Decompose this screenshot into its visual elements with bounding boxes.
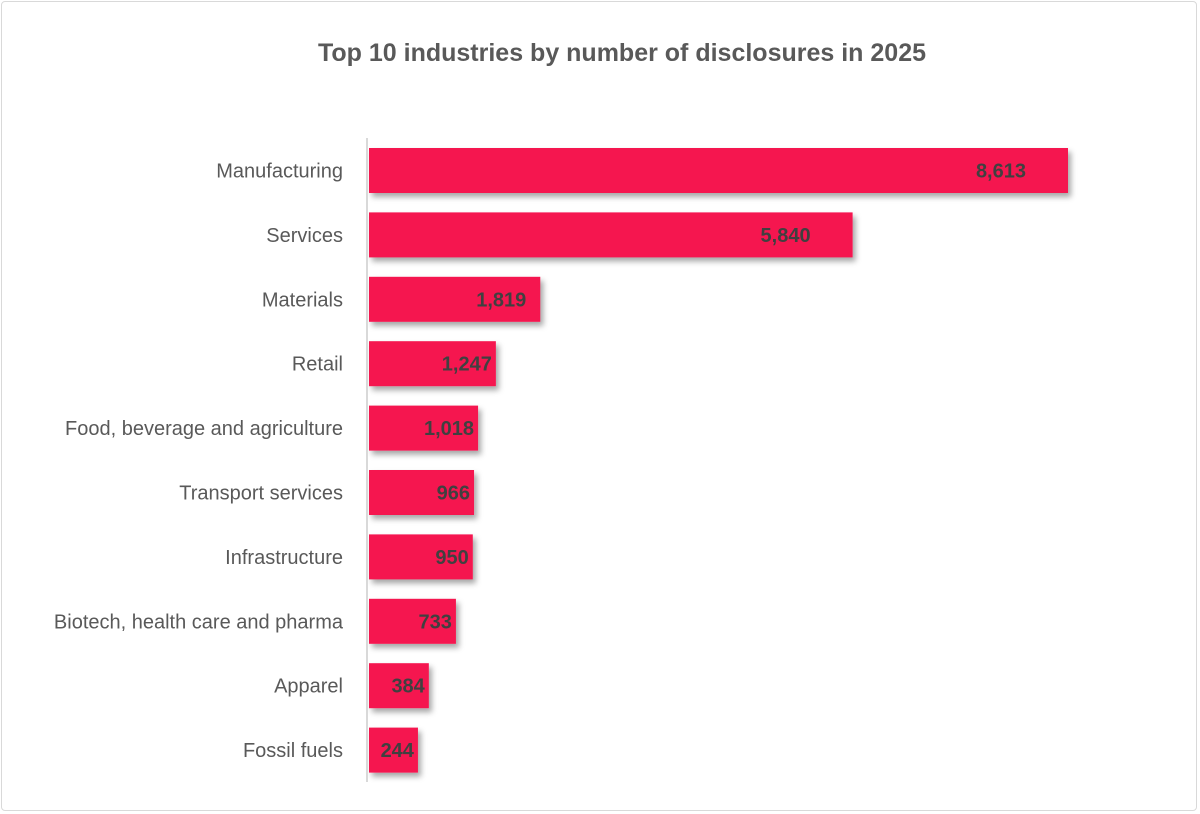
- bar: [369, 598, 456, 644]
- chart-title: Top 10 industries by number of disclosur…: [318, 39, 926, 67]
- category-label: Fossil fuels: [243, 740, 343, 762]
- data-label: 1,247: [442, 354, 492, 376]
- bar: [369, 470, 475, 515]
- data-label: 950: [435, 547, 468, 569]
- bar: [369, 212, 853, 258]
- bar: [369, 534, 473, 580]
- bar: [369, 663, 429, 709]
- bar: [369, 727, 418, 773]
- category-label: Transport services: [179, 483, 343, 505]
- category-label: Services: [266, 225, 343, 247]
- bar: [369, 405, 479, 451]
- category-label: Apparel: [274, 676, 343, 698]
- data-label: 1,819: [476, 289, 526, 311]
- bar: [369, 276, 541, 322]
- data-label: 244: [381, 740, 415, 762]
- data-label: 384: [391, 676, 425, 698]
- data-label: 5,840: [761, 225, 811, 247]
- category-label: Retail: [292, 354, 343, 376]
- data-label: 966: [437, 483, 470, 505]
- category-label: Materials: [262, 289, 343, 311]
- data-label: 1,018: [424, 418, 474, 440]
- data-label: 733: [419, 611, 452, 633]
- category-label: Manufacturing: [216, 161, 343, 183]
- bar: [369, 341, 496, 387]
- category-label: Biotech, health care and pharma: [54, 611, 344, 633]
- category-label: Food, beverage and agriculture: [65, 418, 343, 440]
- bar: [369, 148, 1068, 193]
- data-label: 8,613: [976, 161, 1026, 183]
- category-label: Infrastructure: [225, 547, 343, 569]
